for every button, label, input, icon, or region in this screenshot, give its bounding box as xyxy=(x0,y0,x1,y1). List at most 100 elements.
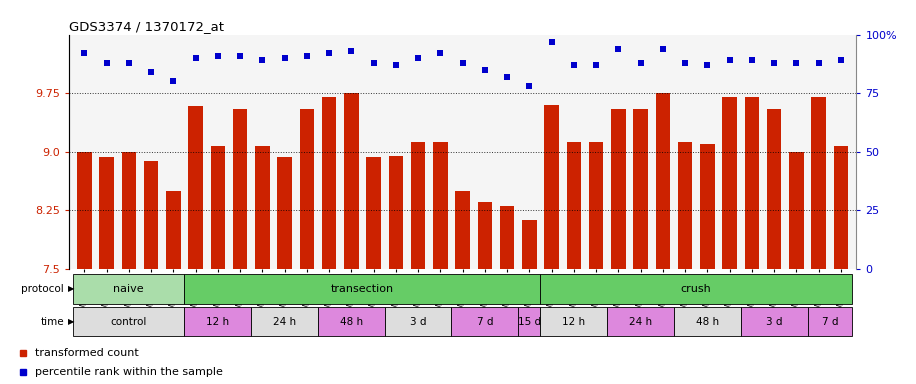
Point xyxy=(322,50,336,56)
Bar xyxy=(790,152,803,269)
Bar xyxy=(144,161,158,269)
Point xyxy=(544,38,559,45)
Text: percentile rank within the sample: percentile rank within the sample xyxy=(35,367,223,377)
Bar xyxy=(99,157,114,269)
Text: 24 h: 24 h xyxy=(629,316,652,327)
Bar xyxy=(678,142,692,269)
Point xyxy=(745,57,759,63)
Point xyxy=(656,46,671,52)
Point xyxy=(211,53,225,59)
Bar xyxy=(411,142,425,269)
Point xyxy=(366,60,381,66)
Text: 12 h: 12 h xyxy=(206,316,229,327)
Bar xyxy=(700,144,714,269)
Bar xyxy=(255,146,269,269)
Bar xyxy=(589,142,604,269)
Bar xyxy=(322,97,336,269)
Text: protocol: protocol xyxy=(21,284,64,294)
Bar xyxy=(366,157,381,269)
Point xyxy=(812,60,826,66)
Bar xyxy=(633,109,648,269)
Bar xyxy=(812,97,826,269)
Point xyxy=(500,74,515,80)
Bar xyxy=(73,274,184,304)
Point xyxy=(99,60,114,66)
Point xyxy=(255,57,269,63)
Bar xyxy=(477,202,492,269)
Bar xyxy=(745,97,759,269)
Point xyxy=(388,62,403,68)
Bar xyxy=(540,307,607,336)
Point xyxy=(300,53,314,59)
Point xyxy=(144,69,158,75)
Text: time: time xyxy=(40,316,64,327)
Bar xyxy=(251,307,318,336)
Text: ▶: ▶ xyxy=(68,317,74,326)
Bar xyxy=(278,157,292,269)
Bar xyxy=(741,307,808,336)
Text: GDS3374 / 1370172_at: GDS3374 / 1370172_at xyxy=(69,20,224,33)
Bar xyxy=(211,146,225,269)
Bar xyxy=(767,109,781,269)
Bar xyxy=(189,106,202,269)
Bar xyxy=(73,307,184,336)
Bar xyxy=(433,142,448,269)
Point xyxy=(589,62,604,68)
Text: crush: crush xyxy=(681,284,712,294)
Bar xyxy=(808,307,852,336)
Text: 7 d: 7 d xyxy=(822,316,838,327)
Text: control: control xyxy=(111,316,147,327)
Point xyxy=(522,83,537,89)
Bar xyxy=(674,307,741,336)
Text: ▶: ▶ xyxy=(68,285,74,293)
Bar xyxy=(184,307,251,336)
Bar xyxy=(611,109,626,269)
Text: 15 d: 15 d xyxy=(518,316,541,327)
Bar xyxy=(567,142,581,269)
Point xyxy=(723,57,737,63)
Point xyxy=(122,60,136,66)
Point xyxy=(477,67,492,73)
Text: 3 d: 3 d xyxy=(766,316,782,327)
Text: 7 d: 7 d xyxy=(476,316,493,327)
Bar xyxy=(723,97,736,269)
Bar xyxy=(300,109,314,269)
Text: 48 h: 48 h xyxy=(340,316,363,327)
Bar xyxy=(607,307,674,336)
Text: transformed count: transformed count xyxy=(35,348,138,358)
Point xyxy=(678,60,692,66)
Point xyxy=(433,50,448,56)
Point xyxy=(278,55,292,61)
Bar xyxy=(122,152,136,269)
Bar xyxy=(540,274,852,304)
Bar xyxy=(544,105,559,269)
Point xyxy=(344,48,359,54)
Text: transection: transection xyxy=(331,284,394,294)
Bar xyxy=(500,206,514,269)
Point xyxy=(166,78,180,84)
Bar xyxy=(518,307,540,336)
Point xyxy=(611,46,626,52)
Point xyxy=(233,53,247,59)
Point xyxy=(455,60,470,66)
Bar xyxy=(318,307,385,336)
Bar xyxy=(388,156,403,269)
Point xyxy=(566,62,581,68)
Bar xyxy=(77,152,92,269)
Bar xyxy=(184,274,540,304)
Point xyxy=(188,55,202,61)
Bar xyxy=(656,93,671,269)
Bar xyxy=(233,109,247,269)
Point xyxy=(633,60,648,66)
Bar xyxy=(344,93,358,269)
Text: 24 h: 24 h xyxy=(273,316,296,327)
Bar xyxy=(522,220,537,269)
Text: 12 h: 12 h xyxy=(562,316,585,327)
Bar xyxy=(166,191,180,269)
Point xyxy=(767,60,781,66)
Text: 3 d: 3 d xyxy=(409,316,426,327)
Point xyxy=(77,50,92,56)
Bar xyxy=(834,146,848,269)
Point xyxy=(834,57,848,63)
Bar xyxy=(385,307,452,336)
